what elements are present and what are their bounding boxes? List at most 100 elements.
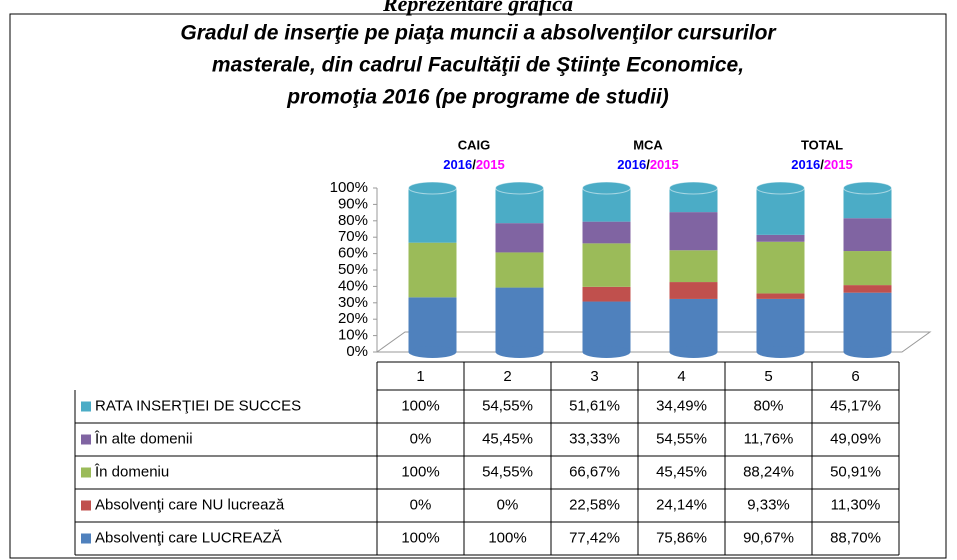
data-label: 11,76% <box>744 430 794 447</box>
cylinder-base <box>843 346 892 358</box>
data-label: 54,55% <box>482 397 533 414</box>
bar-segment <box>495 252 544 288</box>
cylinder-base <box>756 346 805 358</box>
y-tick-label: 20% <box>338 310 368 327</box>
x-tick-label: 5 <box>764 368 772 385</box>
separator: / <box>472 157 476 172</box>
bar-segment <box>756 234 805 242</box>
cylinder-base <box>669 346 718 358</box>
x-tick-label: 1 <box>416 368 424 385</box>
data-label: 66,67% <box>569 463 620 480</box>
data-label: 49,09% <box>830 430 881 447</box>
legend-key <box>81 467 91 478</box>
data-label: 22,58% <box>569 496 620 513</box>
x-tick-label: 4 <box>677 368 685 385</box>
x-tick-label: 3 <box>590 368 598 385</box>
bar-segment <box>756 293 805 299</box>
data-label: 100% <box>401 397 439 414</box>
bar-segment <box>582 243 631 287</box>
chart-title: promoţia 2016 (pe programe de studii) <box>286 86 669 109</box>
data-label: 80% <box>753 397 783 414</box>
bar-segment <box>843 292 892 352</box>
y-tick-label: 50% <box>338 261 368 278</box>
data-label: 45,17% <box>830 397 881 414</box>
x-tick-label: 6 <box>851 368 859 385</box>
bar-segment <box>582 301 631 352</box>
y-tick-label: 80% <box>338 212 368 229</box>
y-tick-label: 100% <box>330 179 368 196</box>
bar-segment <box>756 241 805 294</box>
bar-segment <box>495 287 544 352</box>
chart-title: masterale, din cadrul Facultăţii de Ştii… <box>212 54 744 77</box>
data-label: 100% <box>488 529 526 546</box>
data-label: 90,67% <box>743 529 794 546</box>
legend-key <box>81 401 91 412</box>
cylinder-top <box>408 181 457 195</box>
legend-key <box>81 434 91 445</box>
x-tick-label: 2 <box>503 368 511 385</box>
data-label: 100% <box>401 463 439 480</box>
data-label: 100% <box>401 529 439 546</box>
year: 2015 <box>476 157 505 172</box>
data-label: 88,70% <box>830 529 881 546</box>
data-label: 45,45% <box>482 430 533 447</box>
bar-segment <box>843 251 892 286</box>
data-label: 24,14% <box>656 496 707 513</box>
cylinder-top <box>669 181 718 195</box>
bar-segment <box>582 286 631 302</box>
bar-segment <box>408 297 457 352</box>
legend-label: Absolvenţi care NU lucrează <box>95 496 285 513</box>
cylinder-base <box>495 346 544 358</box>
group-years: 2016/2015 <box>443 157 504 172</box>
bar-segment <box>582 221 631 244</box>
data-label: 77,42% <box>569 529 620 546</box>
data-label: 0% <box>410 496 432 513</box>
cylinder-top <box>495 181 544 195</box>
data-label: 34,49% <box>656 397 707 414</box>
data-label: 54,55% <box>482 463 533 480</box>
y-tick-label: 30% <box>338 294 368 311</box>
group-label: MCA <box>633 137 663 152</box>
bar-segment <box>495 223 544 253</box>
data-label: 33,33% <box>569 430 620 447</box>
y-tick-label: 10% <box>338 327 368 344</box>
group-label: TOTAL <box>801 137 843 152</box>
data-label: 75,86% <box>656 529 707 546</box>
legend-key <box>81 500 91 511</box>
data-label: 88,24% <box>743 463 794 480</box>
cylinder-top <box>582 181 631 195</box>
legend-label: În alte domenii <box>94 430 193 447</box>
data-label: 50,91% <box>830 463 881 480</box>
data-label: 45,45% <box>656 463 707 480</box>
data-label: 0% <box>410 430 432 447</box>
data-label: 11,30% <box>831 496 881 513</box>
separator: / <box>646 157 650 172</box>
group-years: 2016/2015 <box>617 157 678 172</box>
bar-segment <box>408 242 457 298</box>
separator: / <box>820 157 824 172</box>
year: 2015 <box>650 157 679 172</box>
legend-key <box>81 533 91 544</box>
bar-segment <box>669 250 718 283</box>
y-tick-label: 0% <box>346 343 368 360</box>
data-label: 9,33% <box>747 496 790 513</box>
year: 2016 <box>617 157 646 172</box>
y-tick-label: 40% <box>338 277 368 294</box>
bar-segment <box>408 188 457 243</box>
data-label: 0% <box>497 496 519 513</box>
y-tick-label: 90% <box>338 195 368 212</box>
bar-segment <box>843 285 892 293</box>
legend-label: În domeniu <box>94 463 169 480</box>
data-label: 54,55% <box>656 430 707 447</box>
cylinder-base <box>582 346 631 358</box>
group-label: CAIG <box>458 137 491 152</box>
year: 2015 <box>824 157 853 172</box>
chart-title: Gradul de inserţie pe piaţa muncii a abs… <box>180 22 777 45</box>
legend-label: RATA INSERŢIEI DE SUCCES <box>95 397 301 414</box>
group-years: 2016/2015 <box>791 157 852 172</box>
data-label: 51,61% <box>569 397 620 414</box>
bar-segment <box>669 282 718 299</box>
year: 2016 <box>443 157 472 172</box>
y-tick-label: 60% <box>338 245 368 262</box>
